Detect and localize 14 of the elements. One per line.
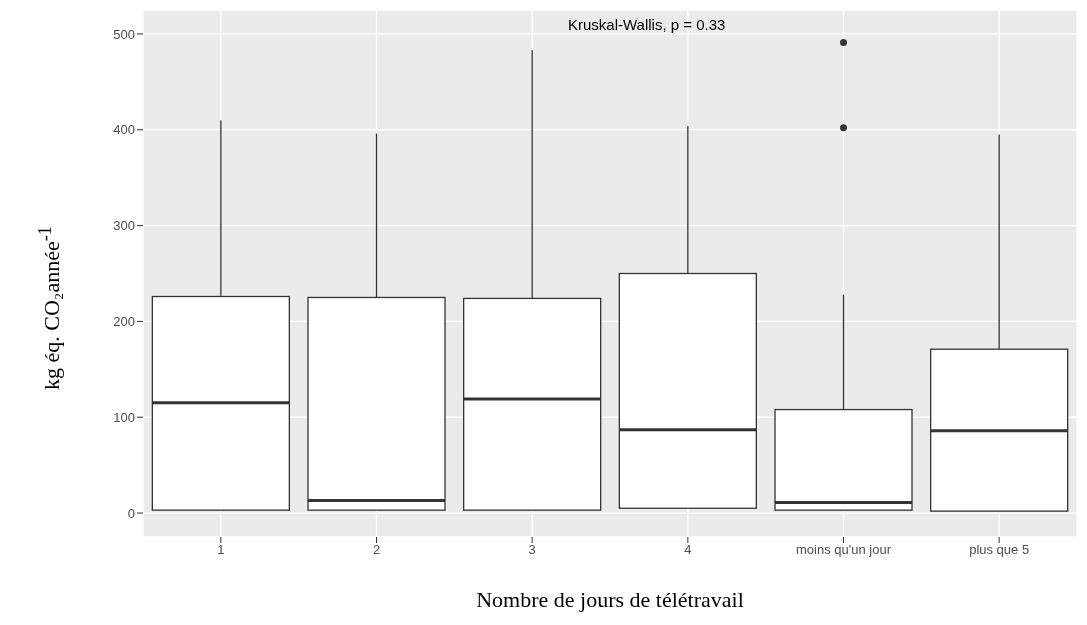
y-tick-label: 100 bbox=[113, 409, 135, 425]
annotation: Kruskal-Wallis, p = 0.33 bbox=[568, 16, 726, 33]
y-tick-label: 200 bbox=[113, 314, 135, 330]
x-tick-label: 4 bbox=[684, 542, 692, 558]
x-tick-label: plus que 5 bbox=[969, 542, 1030, 558]
x-tick-label: 2 bbox=[372, 542, 381, 558]
x-tick-label: moins qu'un jour bbox=[796, 542, 892, 558]
y-tick-label: 0 bbox=[127, 505, 135, 521]
x-axis-title: Nombre de jours de télétravail bbox=[476, 587, 744, 612]
x-tick-label: 1 bbox=[217, 542, 225, 558]
x-tick-label: 3 bbox=[528, 542, 536, 558]
y-tick-label: 500 bbox=[113, 26, 135, 42]
y-tick-label: 400 bbox=[113, 122, 135, 138]
y-tick-label: 300 bbox=[113, 218, 135, 234]
